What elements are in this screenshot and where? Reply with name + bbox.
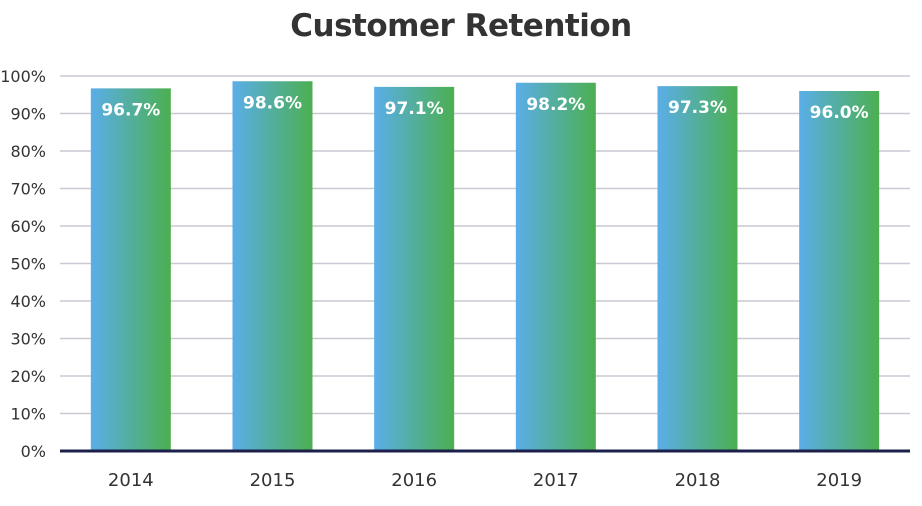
y-tick-label: 60% [10, 217, 46, 236]
x-category-label: 2014 [108, 470, 154, 491]
bars [90, 81, 880, 451]
y-tick-label: 40% [10, 292, 46, 311]
y-axis-ticks: 0% 10% 20% 30% 40% 50% 60% 70% 80% 90% 100% [0, 67, 46, 461]
x-category-label: 2017 [533, 470, 579, 491]
y-tick-label: 100% [0, 67, 46, 86]
bar [374, 86, 455, 451]
y-tick-label: 50% [10, 255, 46, 274]
y-tick-label: 20% [10, 367, 46, 386]
bar-data-label: 98.6% [243, 93, 302, 113]
bar-data-label: 98.2% [526, 95, 585, 115]
y-tick-label: 80% [10, 142, 46, 161]
y-tick-label: 70% [10, 180, 46, 199]
x-category-label: 2015 [250, 470, 296, 491]
bar-data-label: 96.0% [810, 103, 869, 123]
bar [799, 91, 880, 451]
y-tick-label: 30% [10, 330, 46, 349]
data-labels: 96.7% 98.6% 97.1% 98.2% 97.3% 96.0% [101, 93, 868, 123]
x-category-label: 2016 [391, 470, 437, 491]
gridlines [60, 75, 910, 415]
x-category-label: 2018 [675, 470, 721, 491]
bar-data-label: 97.1% [385, 99, 444, 119]
chart-title: Customer Retention [290, 8, 632, 44]
bar [232, 81, 313, 451]
x-category-label: 2019 [816, 470, 862, 491]
bar-data-label: 96.7% [101, 100, 160, 120]
bar [90, 88, 171, 451]
y-tick-label: 90% [10, 105, 46, 124]
y-tick-label: 10% [10, 405, 46, 424]
bar [657, 86, 738, 451]
bar [515, 82, 596, 451]
x-axis-categories: 2014 2015 2016 2017 2018 2019 [108, 470, 862, 491]
y-tick-label: 0% [21, 442, 46, 461]
bar-data-label: 97.3% [668, 98, 727, 118]
